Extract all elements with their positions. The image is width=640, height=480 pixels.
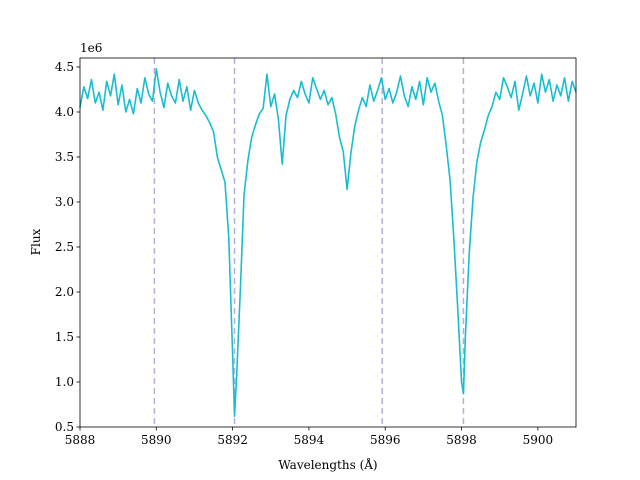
x-tick-label: 5892 — [217, 433, 248, 447]
y-tick-label: 1.5 — [55, 330, 74, 344]
y-axis: 0.5 1.0 1.5 2.0 2.5 3.0 3.5 4.0 4.5 — [55, 60, 80, 434]
y-tick-label: 2.0 — [55, 285, 74, 299]
y-offset-text: 1e6 — [80, 41, 102, 55]
plot-frame — [79, 57, 577, 428]
x-tick-label: 5898 — [446, 433, 477, 447]
x-tick-label: 5888 — [65, 433, 96, 447]
x-axis-label: Wavelengths (Å) — [278, 457, 377, 472]
x-tick-label: 5894 — [294, 433, 325, 447]
y-tick-label: 3.0 — [55, 195, 74, 209]
series-line — [79, 68, 577, 418]
x-tick-label: 5896 — [370, 433, 401, 447]
y-tick-label: 1.0 — [55, 375, 74, 389]
x-axis: 5888 5890 5892 5894 5896 5898 5900 — [65, 427, 553, 447]
y-tick-label: 0.5 — [55, 420, 74, 434]
y-axis-label: Flux — [29, 228, 43, 255]
y-tick-label: 4.5 — [55, 60, 74, 74]
y-tick-label: 2.5 — [55, 240, 74, 254]
reference-lines — [153, 58, 465, 427]
x-tick-label: 5900 — [523, 433, 554, 447]
y-tick-label: 3.5 — [55, 150, 74, 164]
y-tick-label: 4.0 — [55, 105, 74, 119]
x-tick-label: 5890 — [141, 433, 172, 447]
